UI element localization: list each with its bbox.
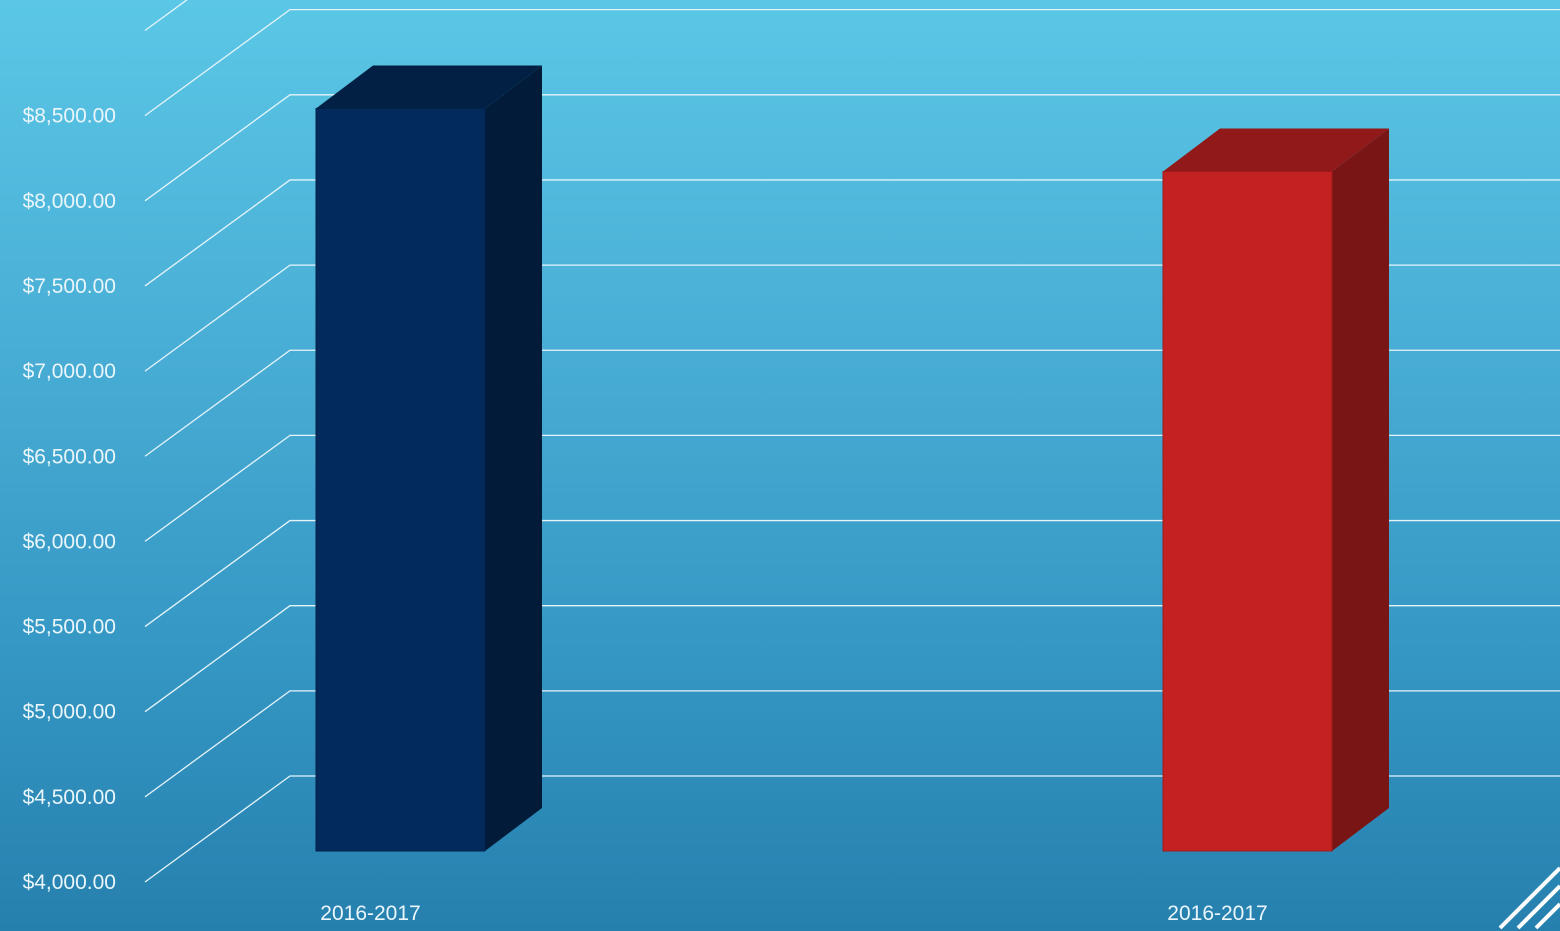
bar-front-face [315, 107, 486, 852]
gridline [144, 264, 1560, 372]
bar-top-face [1163, 128, 1389, 172]
bar-top-face [316, 65, 542, 109]
y-tick-label: $8,500.00 [23, 105, 116, 128]
bar [1162, 128, 1389, 852]
x-axis-category-labels: 2016-2017 2016-2017 [320, 902, 1267, 925]
y-tick-label: $8,000.00 [23, 190, 116, 213]
bar-side-face [485, 65, 542, 851]
gridline [144, 0, 188, 32]
gridlines [144, 0, 1560, 883]
gridline [144, 775, 1560, 883]
corner-decoration [1498, 866, 1560, 930]
corner-stripe [1498, 866, 1560, 930]
y-tick-label: $6,500.00 [23, 445, 116, 468]
y-tick-label: $4,500.00 [23, 786, 116, 809]
gridline [144, 94, 1560, 202]
gridline [144, 605, 1560, 713]
bar-front-face [1162, 171, 1333, 852]
gridline [144, 434, 1560, 542]
y-tick-label: $5,500.00 [23, 616, 116, 639]
gridline [144, 8, 1560, 117]
gridline [144, 349, 1560, 457]
x-category-label: 2016-2017 [320, 902, 420, 925]
y-tick-label: $7,000.00 [23, 360, 116, 383]
bar [315, 65, 542, 852]
gridline [144, 519, 1560, 628]
gridline [144, 179, 1560, 287]
y-tick-label: $4,000.00 [23, 871, 116, 894]
bar-side-face [1332, 128, 1389, 852]
corner-stripe [1534, 902, 1560, 930]
x-category-label: 2016-2017 [1167, 902, 1267, 925]
gridline [144, 690, 1560, 798]
corner-stripe [1516, 884, 1560, 930]
y-axis-tick-labels: $4,000.00 $4,500.00 $5,000.00 $5,500.00 $6,0… [23, 105, 116, 894]
y-tick-label: $6,000.00 [23, 530, 116, 553]
y-tick-label: $7,500.00 [23, 275, 116, 298]
y-tick-label: $5,000.00 [23, 701, 116, 724]
bars [315, 65, 1389, 852]
